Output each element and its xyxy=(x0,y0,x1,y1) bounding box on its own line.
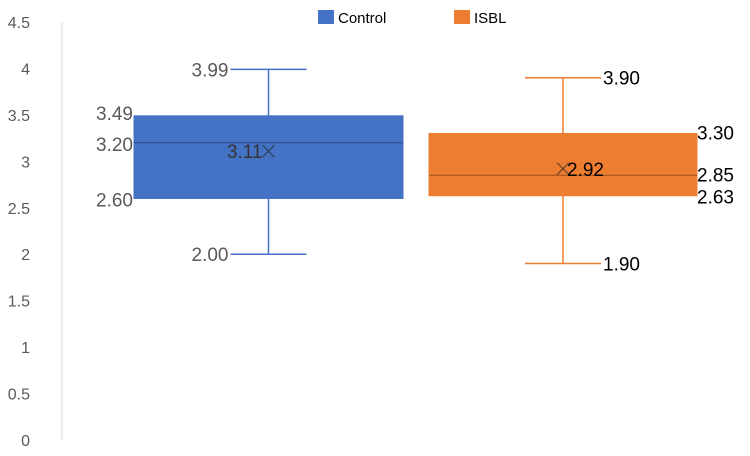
q1-label: 2.60 xyxy=(96,190,133,211)
y-tick-label: 1.5 xyxy=(8,294,30,311)
box-isbl: 3.90 1.90 3.30 2.852.63 2.92 xyxy=(428,69,734,276)
legend-label: Control xyxy=(338,10,386,27)
y-tick-label: 4 xyxy=(21,61,30,78)
y-axis-ticks: 0 0.5 1 1.5 2 2.5 3 3.5 4 4.5 xyxy=(8,15,30,450)
legend-item-control: Control xyxy=(318,10,386,27)
iqr-box xyxy=(428,132,698,197)
median-label: 2.85 xyxy=(697,165,734,186)
y-tick-label: 2 xyxy=(21,247,30,264)
q1-label: 2.63 xyxy=(697,188,734,209)
legend-label: ISBL xyxy=(474,10,507,27)
q3-label: 3.30 xyxy=(697,123,734,144)
y-tick-label: 0.5 xyxy=(8,387,30,404)
iqr-box xyxy=(133,115,404,199)
legend-swatch xyxy=(454,10,470,24)
q3-label: 3.49 xyxy=(96,104,133,125)
box-control: 3.99 2.00 3.49 3.20 2.60 3.11 xyxy=(96,60,404,266)
mean-marker xyxy=(261,144,276,158)
min-label: 2.00 xyxy=(192,245,229,266)
max-label: 3.99 xyxy=(192,60,229,81)
y-tick-label: 2.5 xyxy=(8,201,30,218)
mean-label: 3.11 xyxy=(227,142,263,163)
y-tick-label: 0 xyxy=(21,433,30,450)
legend: Control ISBL xyxy=(318,10,507,27)
legend-item-isbl: ISBL xyxy=(454,10,507,27)
y-tick-label: 3.5 xyxy=(8,108,30,125)
y-tick-label: 4.5 xyxy=(8,15,30,32)
median-label: 3.20 xyxy=(96,135,133,156)
mean-marker xyxy=(556,162,570,176)
min-label: 1.90 xyxy=(603,255,640,276)
y-tick-label: 1 xyxy=(21,340,30,357)
plot-area: 3.99 2.00 3.49 3.20 2.60 3.11 3.90 1.90 3.30 2.85… xyxy=(96,60,734,275)
legend-swatch xyxy=(318,10,334,24)
max-label: 3.90 xyxy=(603,69,640,90)
mean-label: 2.92 xyxy=(567,160,604,181)
y-tick-label: 3 xyxy=(21,154,30,171)
